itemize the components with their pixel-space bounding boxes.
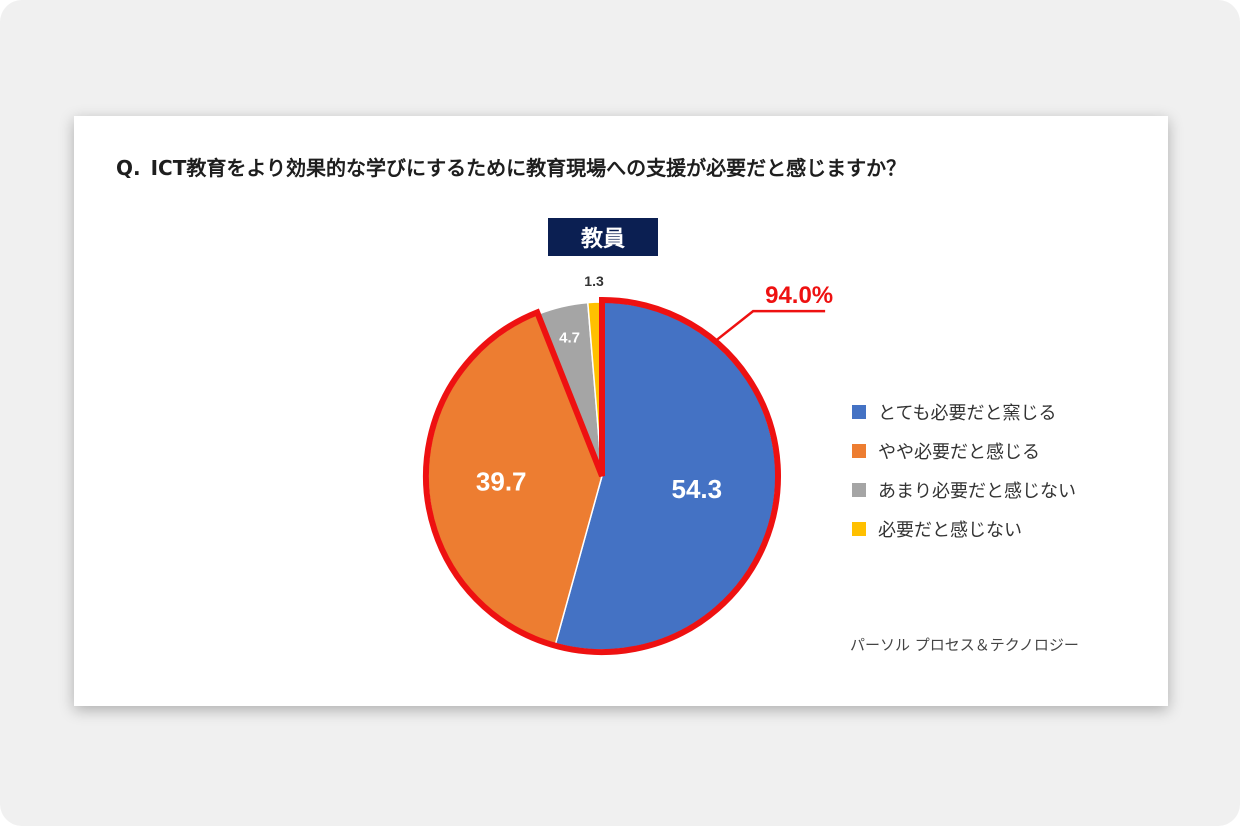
legend-item-1: とても必要だと窯じる xyxy=(852,402,1076,424)
slice-labels: 54.3 39.7 4.7 1.3 xyxy=(476,273,722,504)
highlight-label: 94.0% xyxy=(765,282,833,309)
legend-label-3: あまり必要だと感じない xyxy=(878,481,1076,502)
slice-value-label-4: 1.3 xyxy=(584,273,604,289)
legend-item-3: あまり必要だと感じない xyxy=(852,480,1076,502)
legend-label-4: 必要だと感じない xyxy=(878,520,1022,541)
pie-chart: 94.0% 54.3 39.7 4.7 1.3 xyxy=(423,273,833,655)
legend-label-2: やや必要だと感じる xyxy=(878,442,1040,463)
question-prefix: Q. xyxy=(116,156,141,180)
question-text: ICT教育をより効果的な学びにするために教育現場への支援が必要だと感じますか？ xyxy=(150,156,907,180)
chart-title-badge: 教員 xyxy=(548,218,658,256)
callout-line xyxy=(714,309,826,343)
legend-label-1: とても必要だと窯じる xyxy=(878,403,1057,424)
chart-card: Q. ICT教育をより効果的な学びにするために教育現場への支援が必要だと感じますか… xyxy=(74,116,1168,706)
legend-item-2: やや必要だと感じる xyxy=(852,441,1076,463)
legend-swatch-1 xyxy=(852,405,866,419)
question-title: Q. ICT教育をより効果的な学びにするために教育現場への支援が必要だと感じますか… xyxy=(116,152,1126,181)
highlight-outline xyxy=(423,296,781,655)
legend-swatch-2 xyxy=(852,444,866,458)
legend-swatch-4 xyxy=(852,522,866,536)
legend: とても必要だと窯じる やや必要だと感じるあまり必要だと感じない 必要だと感じない xyxy=(852,402,1076,558)
slice-value-label-2: 39.7 xyxy=(476,466,527,496)
legend-item-4: 必要だと感じない xyxy=(852,519,1076,541)
slice-value-label-1: 54.3 xyxy=(672,474,723,504)
source-credit: パーソル プロセス＆テクノロジー xyxy=(850,636,1079,654)
legend-swatch-3 xyxy=(852,483,866,497)
slice-value-label-3: 4.7 xyxy=(559,329,580,346)
